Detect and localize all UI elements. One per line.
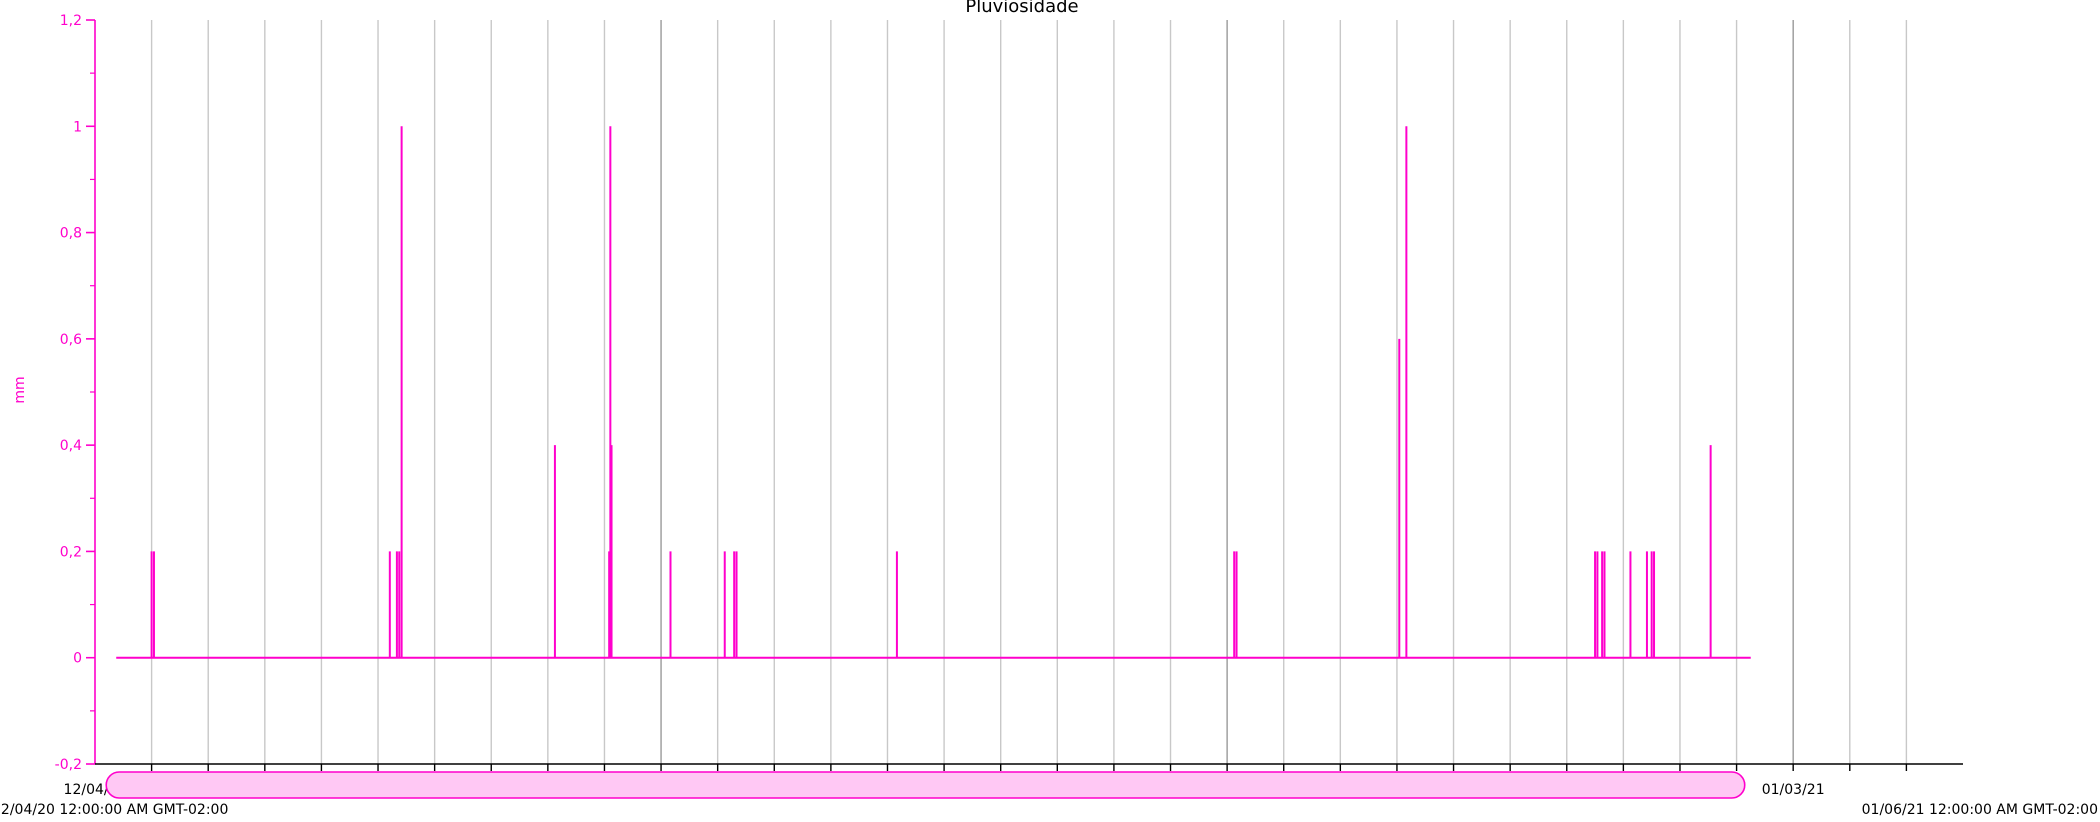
y-axis-label: mm	[12, 376, 28, 403]
y-tick-label: 0,2	[60, 544, 82, 560]
x-tick-label: 01/03/21	[1762, 782, 1825, 798]
y-tick-label: 0,4	[60, 438, 82, 454]
y-tick-label: 0,8	[60, 226, 82, 242]
grid-layer	[150, 20, 1908, 764]
y-tick-label: 1	[73, 119, 82, 135]
x-range-start-label: 12/04/20 12:00:00 AM GMT-02:00	[0, 802, 228, 818]
y-tick-label: -0,2	[55, 757, 82, 773]
y-tick-label: 0	[73, 651, 82, 667]
range-navigator[interactable]	[105, 771, 1746, 799]
range-navigator-bar[interactable]	[105, 771, 1746, 799]
y-tick-label: 1,2	[60, 13, 82, 29]
x-range-end-label: 01/06/21 12:00:00 AM GMT-02:00	[1862, 802, 2098, 818]
series-layer	[116, 126, 1751, 659]
chart-title: Pluviosidade	[965, 0, 1078, 17]
axis-layer: -0,200,20,40,60,811,212/04/2012/14/2012/…	[55, 13, 1963, 798]
y-tick-label: 0,6	[60, 332, 82, 348]
